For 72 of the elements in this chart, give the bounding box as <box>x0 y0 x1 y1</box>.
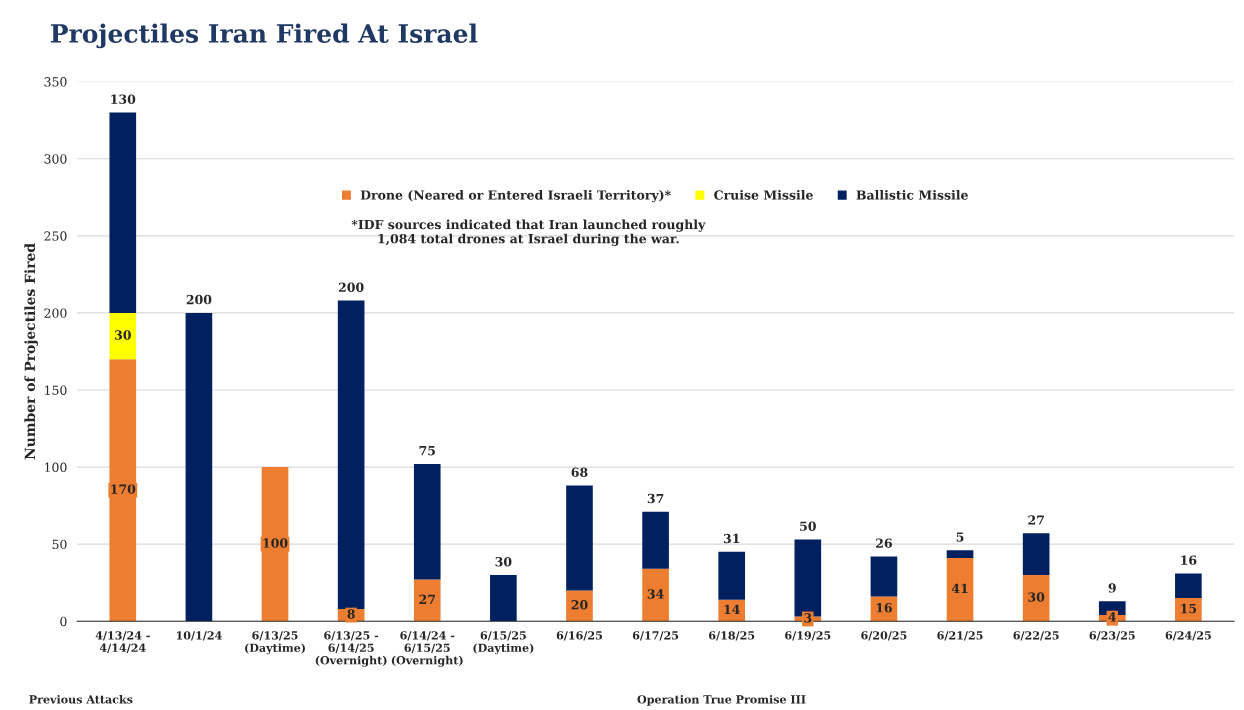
data-label: 31 <box>723 533 740 544</box>
bar <box>642 511 669 569</box>
data-label: 130 <box>111 94 136 104</box>
x-tick-label: 6/22/25 <box>1013 631 1059 641</box>
bar <box>337 300 365 609</box>
y-tick-label: 300 <box>44 154 67 164</box>
data-label: 26 <box>876 538 892 548</box>
legend-label: Cruise Missile <box>714 190 813 200</box>
x-tick-label: 6/15/25 (Daytime) <box>473 631 534 655</box>
y-tick-label: 150 <box>45 385 67 395</box>
x-tick-label: 6/16/25 <box>556 631 603 641</box>
data-label: 30 <box>114 330 131 340</box>
data-label: 4 <box>1108 612 1117 622</box>
data-label: 30 <box>495 556 512 567</box>
data-label: 27 <box>1028 515 1044 525</box>
bar <box>718 551 746 600</box>
data-label: 200 <box>186 294 212 305</box>
x-tick-label: 6/14/24 - 6/15/25 (Overnight) <box>391 631 463 667</box>
chart-title: Projectiles Iran Fired At Israel <box>50 23 478 49</box>
bar <box>109 112 137 313</box>
x-tick-label: 6/19/25 <box>785 631 831 641</box>
y-tick-label: 50 <box>52 539 67 550</box>
x-tick-label: 6/21/25 <box>937 631 983 641</box>
x-tick-label: 4/13/24 - 4/14/24 <box>95 631 150 653</box>
data-label: 30 <box>1028 592 1045 602</box>
data-label: 3 <box>804 613 812 623</box>
data-label: 16 <box>876 603 892 613</box>
x-tick-label: 6/23/25 <box>1089 631 1135 641</box>
bar <box>566 485 593 591</box>
data-label: 200 <box>338 282 364 292</box>
data-label: 37 <box>647 493 664 504</box>
bar <box>1175 573 1202 599</box>
data-label: 50 <box>800 521 816 531</box>
text: Operation True Promise III <box>637 694 806 706</box>
annotation: *IDF sources indicated that Iran launched roughly 1,084 total drones at Israel during the war. <box>351 219 706 246</box>
data-label: 34 <box>647 589 664 599</box>
x-tick-label: 6/20/25 <box>861 631 907 641</box>
bar <box>109 359 137 622</box>
x-tick-label: 6/17/25 <box>632 631 679 641</box>
y-tick-label: 250 <box>44 231 67 241</box>
data-label: 9 <box>1108 583 1116 593</box>
legend-label: Ballistic Missile <box>856 190 968 200</box>
text: Previous Attacks <box>29 694 133 704</box>
data-label: 100 <box>263 538 288 548</box>
bar <box>946 550 974 559</box>
bar <box>185 312 213 622</box>
data-label: 14 <box>724 604 740 614</box>
data-label: 20 <box>571 600 588 610</box>
bar <box>490 575 517 622</box>
data-label: 41 <box>951 583 968 594</box>
data-label: 16 <box>1181 555 1197 565</box>
x-tick-label: 6/13/25 - 6/14/25 (Overnight) <box>315 631 387 667</box>
y-tick-label: 100 <box>45 462 67 473</box>
bar <box>870 556 898 597</box>
data-label: 170 <box>111 484 136 494</box>
x-tick-label: 6/13/25 (Daytime) <box>245 631 305 655</box>
y-tick-label: 0 <box>60 616 67 627</box>
x-tick-label: 6/18/25 <box>709 631 755 641</box>
y-tick-label: 200 <box>44 308 67 318</box>
y-tick-label: 350 <box>44 77 67 87</box>
data-label: 8 <box>347 609 355 619</box>
data-label: 15 <box>1181 603 1197 614</box>
bar <box>413 464 441 580</box>
legend-label: Drone (Neared or Entered Israeli Territory)* <box>360 190 671 203</box>
x-tick-label: 10/1/24 <box>176 631 222 641</box>
data-label: 75 <box>419 446 435 456</box>
data-label: 5 <box>956 532 964 542</box>
y-axis-title: Number of Projectiles Fired <box>24 243 38 460</box>
bar <box>1022 533 1050 575</box>
x-tick-label: 6/24/25 <box>1165 631 1211 641</box>
data-label: 68 <box>571 467 588 477</box>
data-label: 27 <box>419 594 435 604</box>
